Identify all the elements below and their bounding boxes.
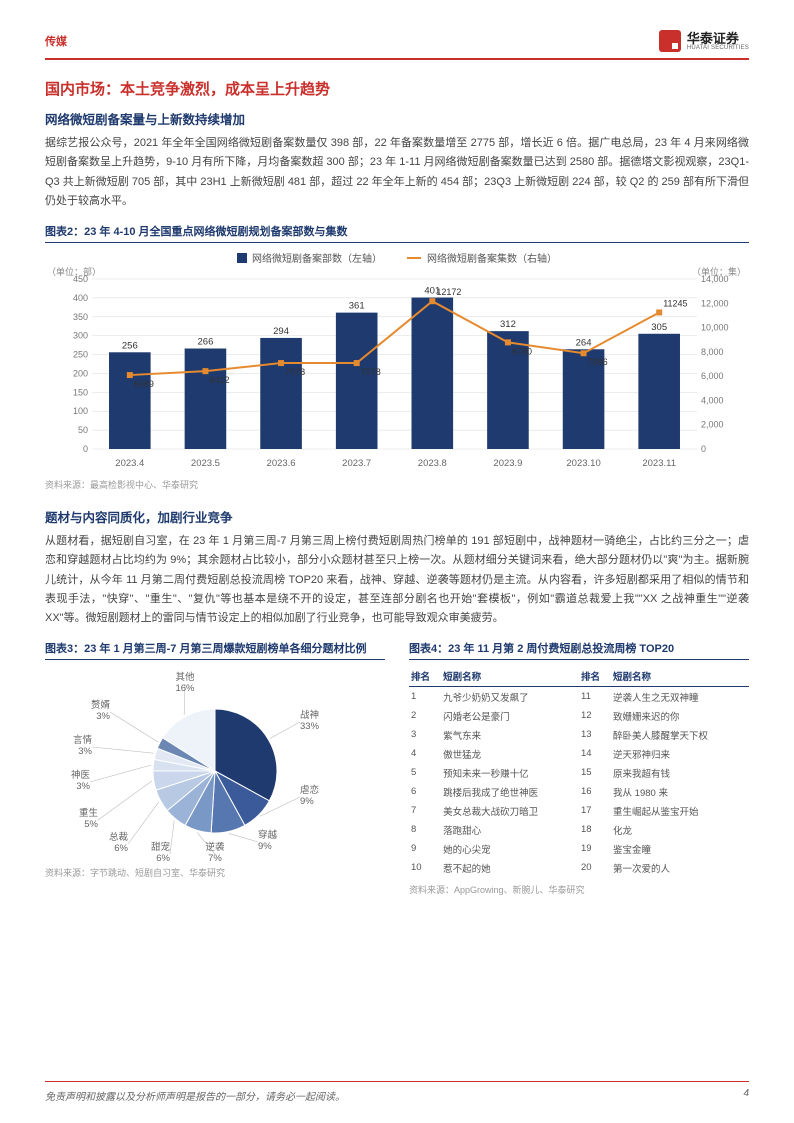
svg-text:12,000: 12,000 (701, 298, 729, 308)
svg-text:2,000: 2,000 (701, 420, 724, 430)
svg-text:250: 250 (73, 350, 88, 360)
svg-text:逆袭: 逆袭 (205, 841, 225, 853)
svg-text:8,000: 8,000 (701, 347, 724, 357)
page-header: 传媒 华泰证券 HUATAI SECURITIES (45, 30, 749, 60)
svg-text:4,000: 4,000 (701, 395, 724, 405)
chart3-title: 图表3：23 年 1 月第三周-7 月第三周爆款短剧榜单各细分题材比例 (45, 640, 385, 660)
svg-text:16%: 16% (175, 683, 195, 694)
svg-text:6%: 6% (156, 853, 170, 864)
svg-text:200: 200 (73, 368, 88, 378)
svg-text:294: 294 (273, 326, 289, 337)
svg-text:言情: 言情 (73, 734, 93, 746)
svg-text:8780: 8780 (512, 346, 532, 356)
svg-text:3%: 3% (78, 746, 92, 757)
svg-text:350: 350 (73, 312, 88, 322)
svg-text:33%: 33% (300, 721, 320, 732)
chart4-table: 排名短剧名称排名短剧名称 1九爷少奶奶又发飙了11逆袭人生之无双神瞳2闪婚老公是… (409, 666, 749, 877)
svg-text:6%: 6% (114, 843, 128, 854)
chart4-title: 图表4：23 年 11 月第 2 周付费短剧总投流周榜 TOP20 (409, 640, 749, 660)
logo-text-en: HUATAI SECURITIES (687, 45, 749, 51)
doc-category: 传媒 (45, 33, 67, 49)
svg-text:其他: 其他 (175, 671, 195, 683)
svg-text:0: 0 (83, 444, 88, 454)
section2-para: 从题材看，据短剧自习室，在 23 年 1 月第三周-7 月第三周上榜付费短剧周热… (45, 532, 749, 628)
section1-para: 据综艺报公众号，2021 年全年全国网络微短剧备案数量仅 398 部，22 年备… (45, 134, 749, 211)
svg-text:神医: 神医 (71, 769, 91, 781)
svg-text:2023.4: 2023.4 (115, 458, 144, 469)
svg-text:7078: 7078 (285, 367, 305, 377)
chart2-title: 图表2：23 年 4-10 月全国重点网络微短剧规划备案部数与集数 (45, 223, 749, 243)
svg-text:9%: 9% (300, 796, 314, 807)
svg-text:2023.6: 2023.6 (267, 458, 296, 469)
page-number: 4 (743, 1088, 749, 1103)
svg-text:9%: 9% (258, 841, 272, 852)
disclaimer: 免责声明和披露以及分析师声明是报告的一部分，请务必一起阅读。 (45, 1088, 345, 1103)
chart3-source: 资料来源：字节跳动、短剧自习室、华泰研究 (45, 866, 385, 879)
svg-text:7078: 7078 (361, 367, 381, 377)
svg-text:穿越: 穿越 (258, 829, 278, 841)
svg-text:6412: 6412 (209, 375, 229, 385)
page-footer: 免责声明和披露以及分析师声明是报告的一部分，请务必一起阅读。 4 (45, 1081, 749, 1103)
chart4-source: 资料来源：AppGrowing、新腕儿、华泰研究 (409, 883, 749, 896)
logo-text-zh: 华泰证券 (687, 32, 749, 45)
svg-text:3%: 3% (76, 781, 90, 792)
svg-text:400: 400 (73, 293, 88, 303)
svg-text:3%: 3% (96, 711, 110, 722)
svg-text:300: 300 (73, 331, 88, 341)
svg-text:赘婿: 赘婿 (91, 699, 111, 711)
svg-text:6,000: 6,000 (701, 371, 724, 381)
svg-text:256: 256 (122, 340, 138, 351)
svg-text:战神: 战神 (300, 709, 319, 721)
svg-text:264: 264 (576, 337, 592, 348)
svg-text:450: 450 (73, 274, 88, 284)
svg-text:虐恋: 虐恋 (300, 784, 319, 796)
svg-text:10,000: 10,000 (701, 323, 729, 333)
svg-text:5%: 5% (84, 819, 98, 830)
svg-text:网络微短剧备案部数（左轴）: 网络微短剧备案部数（左轴） (252, 252, 382, 265)
svg-text:14,000: 14,000 (701, 274, 729, 284)
chart2-combo: 网络微短剧备案部数（左轴）网络微短剧备案集数（右轴）（单位：部）（单位：集）05… (45, 249, 749, 474)
section2-title: 题材与内容同质化，加剧行业竞争 (45, 507, 749, 526)
svg-text:6089: 6089 (134, 379, 154, 389)
svg-text:266: 266 (198, 337, 214, 348)
svg-text:11245: 11245 (663, 298, 687, 308)
svg-text:2023.5: 2023.5 (191, 458, 220, 469)
svg-text:150: 150 (73, 387, 88, 397)
svg-text:12172: 12172 (436, 287, 461, 297)
svg-text:312: 312 (500, 319, 516, 330)
svg-text:重生: 重生 (79, 807, 99, 819)
svg-text:100: 100 (73, 406, 88, 416)
chart3-pie: 战神33%虐恋9%穿越9%逆袭7%甜宠6%总裁6%重生5%神医3%言情3%赘婿3… (45, 666, 385, 866)
svg-text:0: 0 (701, 444, 706, 454)
svg-text:甜宠: 甜宠 (151, 841, 171, 853)
huatai-logo-icon (659, 30, 681, 52)
svg-text:2023.9: 2023.9 (493, 458, 522, 469)
svg-text:总裁: 总裁 (109, 831, 129, 843)
section1-title: 网络微短剧备案量与上新数持续增加 (45, 109, 749, 128)
svg-text:2023.8: 2023.8 (418, 458, 447, 469)
svg-text:361: 361 (349, 301, 365, 312)
main-heading: 国内市场：本土竞争激烈，成本呈上升趋势 (45, 78, 749, 99)
svg-text:7886: 7886 (588, 357, 608, 367)
chart2-source: 资料来源：最高检影视中心、华泰研究 (45, 478, 749, 491)
svg-text:网络微短剧备案集数（右轴）: 网络微短剧备案集数（右轴） (427, 252, 557, 265)
svg-text:2023.11: 2023.11 (642, 458, 676, 469)
svg-text:2023.7: 2023.7 (342, 458, 371, 469)
svg-text:7%: 7% (208, 853, 222, 864)
logo-block: 华泰证券 HUATAI SECURITIES (659, 30, 749, 52)
svg-text:50: 50 (78, 425, 88, 435)
svg-text:2023.10: 2023.10 (566, 458, 600, 469)
svg-text:305: 305 (651, 322, 667, 333)
